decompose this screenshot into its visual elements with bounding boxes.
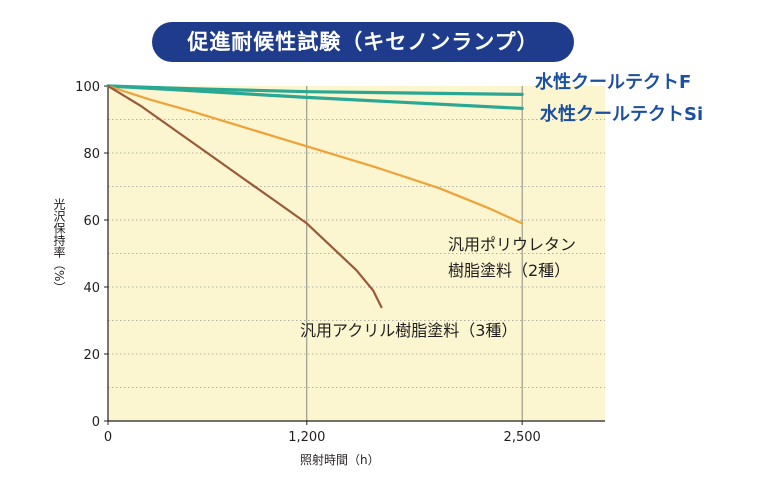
y-tick-label: 20 bbox=[83, 348, 100, 363]
x-axis-label: 照射時間（h） bbox=[300, 453, 380, 467]
x-tick-label: 2,500 bbox=[504, 430, 541, 445]
y-axis-label: 光沢保持率（%） bbox=[52, 198, 66, 294]
series-label: 水性クールテクトSi bbox=[540, 103, 703, 125]
y-tick-label: 0 bbox=[92, 415, 100, 430]
series-line bbox=[106, 84, 383, 309]
x-tick-label: 1,200 bbox=[288, 430, 325, 445]
y-tick-label: 40 bbox=[83, 281, 100, 296]
chart-title: 促進耐候性試験（キセノンランプ） bbox=[152, 22, 574, 62]
series-label: 汎用アクリル樹脂塗料（3種） bbox=[300, 321, 517, 340]
series-label: 汎用ポリウレタン bbox=[448, 235, 576, 254]
series-line bbox=[106, 84, 524, 225]
series-line bbox=[106, 84, 524, 111]
series-label: 樹脂塗料（2種） bbox=[448, 261, 570, 280]
y-tick-label: 100 bbox=[75, 80, 100, 95]
y-tick-label: 80 bbox=[83, 147, 100, 162]
y-tick-label: 60 bbox=[83, 214, 100, 229]
x-tick-label: 0 bbox=[104, 430, 112, 445]
series-label: 水性クールテクトF bbox=[535, 71, 691, 93]
